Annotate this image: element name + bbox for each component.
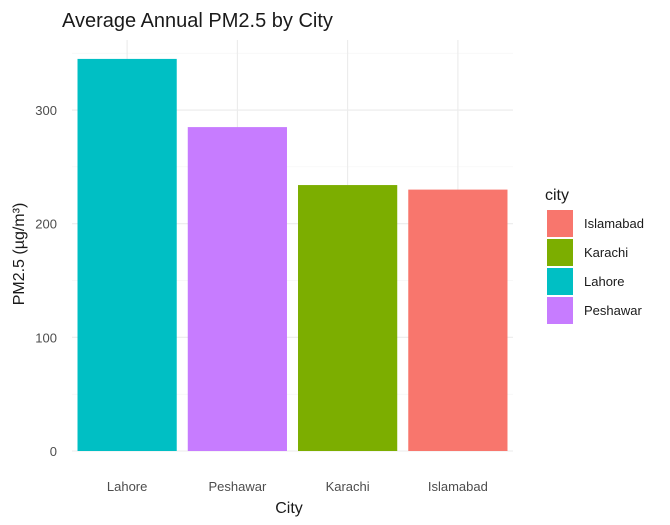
y-tick-label: 100 [35,330,57,345]
legend-swatch-karachi [547,239,573,266]
y-axis-ticks: 0 100 200 300 [35,103,57,459]
bar-islamabad [408,189,508,452]
bar-lahore [77,58,177,451]
y-axis-title: PM2.5 (µg/m³) [11,203,28,306]
bars [77,58,508,452]
y-tick-label: 200 [35,217,57,232]
legend-swatch-peshawar [547,297,573,324]
legend-label-peshawar: Peshawar [584,303,642,318]
legend-title: city [545,187,569,204]
x-tick-label: Peshawar [208,479,266,494]
y-tick-label: 0 [50,444,57,459]
x-axis-title: City [275,500,303,517]
x-tick-label: Islamabad [428,479,488,494]
chart-title: Average Annual PM2.5 by City [62,10,333,32]
legend-swatch-islamabad [547,210,573,237]
x-tick-label: Karachi [326,479,370,494]
bar-peshawar [187,127,287,451]
legend-label-karachi: Karachi [584,245,628,260]
y-tick-label: 300 [35,103,57,118]
legend-swatch-lahore [547,268,573,295]
x-axis-ticks: Lahore Peshawar Karachi Islamabad [107,479,488,494]
x-tick-label: Lahore [107,479,147,494]
legend: city Islamabad Karachi Lahore Peshawar [545,187,644,324]
legend-label-lahore: Lahore [584,274,624,289]
legend-label-islamabad: Islamabad [584,216,644,231]
bar-karachi [298,185,398,451]
